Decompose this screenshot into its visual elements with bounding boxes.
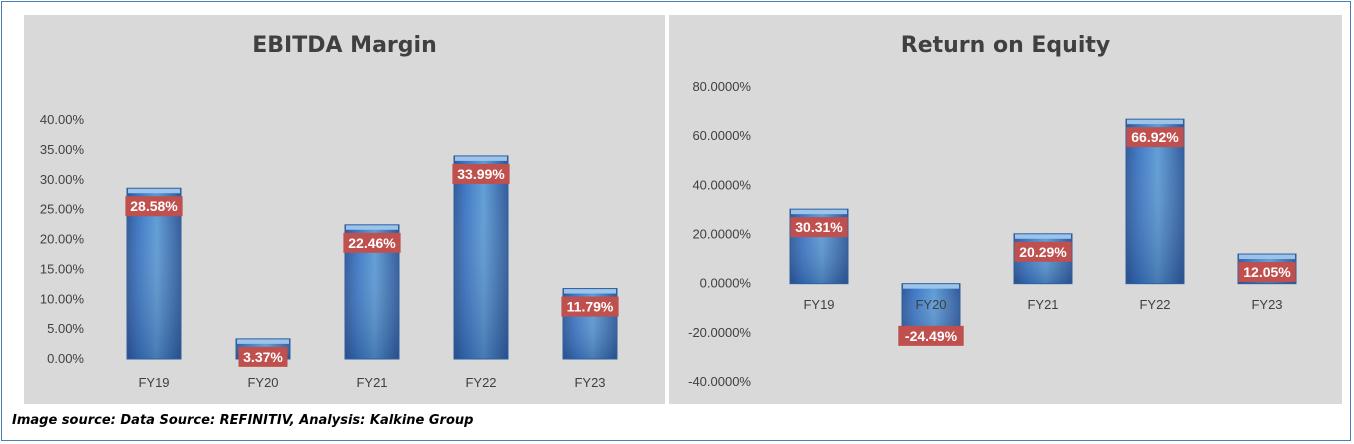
ebitda-y-tick-label: 35.00% <box>40 142 85 157</box>
ebitda-bar-fy19 <box>126 187 182 360</box>
ebitda-y-tick-label: 0.00% <box>47 351 84 366</box>
bar-cap <box>128 188 180 194</box>
image-source-note: Image source: Data Source: REFINITIV, An… <box>12 413 474 428</box>
ebitda-y-tick-label: 40.00% <box>40 112 85 127</box>
ebitda-data-label-bg <box>561 296 619 317</box>
ebitda-y-tick-label: 10.00% <box>40 291 85 306</box>
ebitda-y-tick-label: 15.00% <box>40 261 85 276</box>
roe-category-label: FY19 <box>803 297 834 312</box>
roe-category-label: FY20 <box>915 297 946 312</box>
roe-y-tick-label: -40.0000% <box>688 374 751 389</box>
roe-y-tick-label: 0.0000% <box>700 276 752 291</box>
roe-y-tick-label: 60.0000% <box>692 128 751 143</box>
bar-cap <box>1127 119 1183 125</box>
roe-data-label: 30.31% <box>795 219 843 235</box>
ebitda-category-label: FY19 <box>138 375 169 390</box>
roe-data-label-bg <box>1238 262 1296 283</box>
ebitda-category-label: FY23 <box>574 375 605 390</box>
ebitda-data-label: 11.79% <box>567 299 614 315</box>
ebitda-y-tick-label: 5.00% <box>47 321 84 336</box>
ebitda-y-tick-label: 20.00% <box>40 232 85 247</box>
return-on-equity-chart-panel: -40.0000% -20.0000% 0.0000% 20.0000% 40.0000… <box>669 15 1342 404</box>
roe-y-tick-label: -20.0000% <box>688 325 751 340</box>
bar-outline <box>1237 253 1297 285</box>
ebitda-category-label: FY22 <box>465 375 496 390</box>
bar-outline <box>1125 118 1185 285</box>
roe-data-label-bg <box>1014 241 1072 262</box>
bar-outline <box>453 155 509 360</box>
roe-y-tick-label: 20.0000% <box>692 227 751 242</box>
bar-cap <box>1239 254 1295 260</box>
roe-category-label: FY21 <box>1027 297 1058 312</box>
ebitda-y-tick-label: 25.00% <box>40 202 85 217</box>
return-on-equity-chart-title: Return on Equity <box>900 33 1111 58</box>
roe-data-label-bg <box>898 325 964 346</box>
bar-cap <box>346 224 398 230</box>
bar-cap <box>455 155 507 161</box>
ebitda-margin-chart-panel: 0.00% 5.00% 10.00% 15.00% 20.00% 25.00% 30.00%… <box>24 15 665 404</box>
bar-cap <box>903 283 959 289</box>
bar-shade <box>127 188 181 359</box>
ebitda-data-label: 33.99% <box>457 166 505 182</box>
roe-category-label: FY22 <box>1139 297 1170 312</box>
ebitda-y-tick-label: 30.00% <box>40 172 85 187</box>
bar-shade <box>454 155 508 359</box>
roe-data-label: 20.29% <box>1019 244 1067 260</box>
ebitda-data-label: 28.58% <box>130 198 178 214</box>
ebitda-category-label: FY20 <box>247 375 278 390</box>
ebitda-category-label: FY21 <box>356 375 387 390</box>
ebitda-data-label-bg <box>125 196 183 217</box>
bar-outline <box>789 208 849 285</box>
bar-outline <box>1013 233 1073 285</box>
bar-outline <box>126 187 182 360</box>
ebitda-margin-chart-title: EBITDA Margin <box>252 33 437 58</box>
roe-data-label: 66.92% <box>1131 129 1179 145</box>
ebitda-data-label: 22.46% <box>348 235 396 251</box>
roe-data-label: -24.49% <box>905 328 958 344</box>
ebitda-bar-fy22 <box>453 155 509 360</box>
ebitda-data-label-bg <box>452 163 510 184</box>
roe-category-label: FY23 <box>1251 297 1282 312</box>
roe-data-label: 12.05% <box>1243 264 1291 280</box>
bar-cap <box>237 338 289 344</box>
ebitda-data-label-bg <box>343 232 401 253</box>
roe-data-label-bg <box>1126 127 1184 148</box>
ebitda-margin-chart: 0.00% 5.00% 10.00% 15.00% 20.00% 25.00% 30.00%… <box>40 112 619 390</box>
bar-cap <box>791 209 847 215</box>
roe-y-tick-label: 80.0000% <box>692 79 751 94</box>
bar-cap <box>1015 233 1071 239</box>
ebitda-data-label: 3.37% <box>243 349 283 365</box>
return-on-equity-chart: -40.0000% -20.0000% 0.0000% 20.0000% 40.0000… <box>688 79 1297 389</box>
bar-outline <box>344 224 400 360</box>
bar-cap <box>564 288 616 294</box>
bar-outline <box>562 288 618 360</box>
ebitda-data-label-bg <box>238 346 288 367</box>
roe-y-tick-label: 40.0000% <box>692 177 751 192</box>
roe-data-label-bg <box>790 217 848 238</box>
